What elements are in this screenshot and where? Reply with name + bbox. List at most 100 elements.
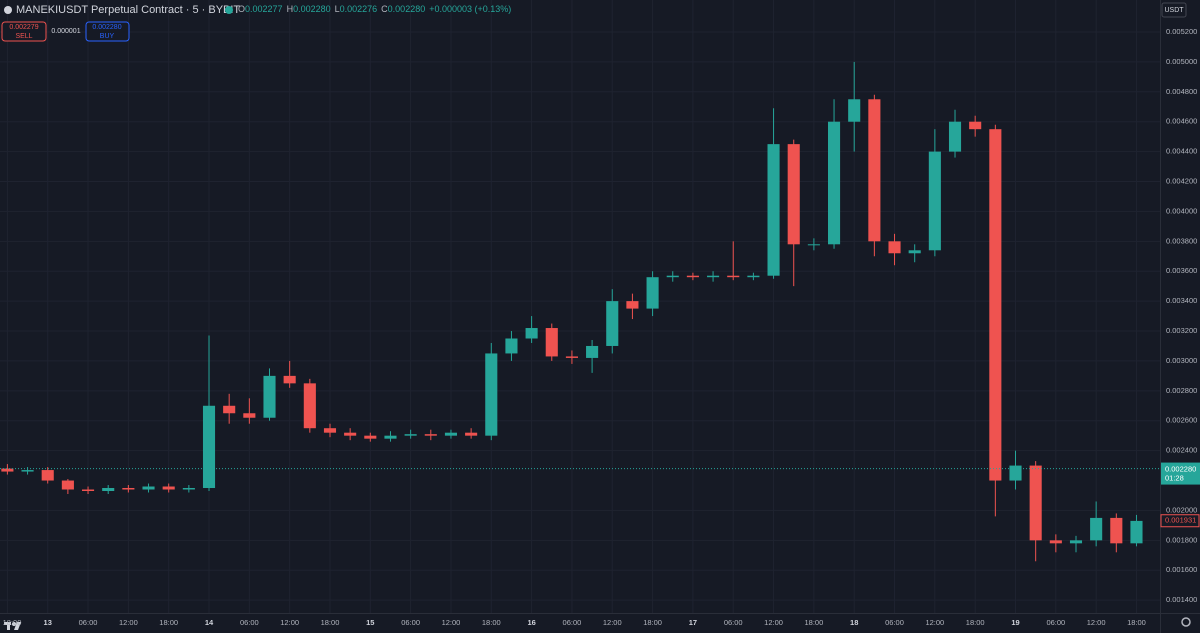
x-tick-label: 13 [44, 618, 52, 627]
candle-body [787, 144, 800, 245]
sell-price[interactable]: 0.002279 [9, 24, 38, 31]
candle-body [162, 486, 175, 490]
symbol-title[interactable]: MANEKIUSDT Perpetual Contract · 5 · BYBI… [16, 4, 240, 16]
candle-body [827, 121, 841, 245]
legend-value: 0.002276 [340, 4, 378, 14]
x-tick-label: 18:00 [3, 618, 22, 627]
x-tick-label: 12:00 [603, 618, 622, 627]
candle-body [344, 432, 357, 436]
candle-body [747, 275, 760, 278]
sell-label[interactable]: SELL [15, 33, 32, 40]
candle-body [1049, 540, 1062, 544]
x-tick-label: 19 [1011, 618, 1019, 627]
legend-key: H [287, 4, 294, 14]
marker-price-tag [1160, 514, 1200, 528]
legend-change: +0.000003 (+0.13%) [429, 4, 511, 14]
y-tick-label: 0.003400 [1166, 296, 1197, 305]
last-price-tag [1161, 462, 1200, 485]
legend-key: L [335, 4, 340, 14]
y-tick-label: 0.004600 [1166, 117, 1197, 126]
candle-body [707, 275, 720, 278]
x-tick-label: 06:00 [79, 618, 98, 627]
candle-body [61, 480, 74, 490]
candle-body [1130, 520, 1143, 544]
buy-price[interactable]: 0.002280 [92, 24, 121, 31]
y-tick-label: 0.004000 [1166, 206, 1197, 215]
candle-body [969, 121, 982, 130]
candle-body [868, 99, 881, 242]
candle-body [505, 338, 518, 354]
candle-body [908, 250, 921, 254]
spread: 0.000001 [51, 28, 80, 35]
y-tick-label: 0.001800 [1166, 535, 1197, 544]
x-tick-label: 12:00 [442, 618, 461, 627]
candle-body [586, 345, 599, 358]
y-tick-label: 0.004800 [1166, 87, 1197, 96]
x-tick-label: 17 [689, 618, 697, 627]
legend-value: 0.002277 [245, 4, 283, 14]
x-tick-label: 18:00 [966, 618, 985, 627]
candle-body [485, 353, 498, 436]
x-tick-label: 14 [205, 618, 214, 627]
candle-body [102, 488, 115, 491]
y-tick-label: 0.004200 [1166, 176, 1197, 185]
legend-value: 0.002280 [388, 4, 426, 14]
buy-label[interactable]: BUY [100, 33, 115, 40]
x-tick-label: 18:00 [159, 618, 178, 627]
candle-body [606, 301, 619, 346]
sell-button[interactable] [1, 21, 47, 42]
candle-body [465, 432, 478, 436]
candle-body [989, 129, 1002, 481]
logo-part [14, 622, 21, 630]
logo [4, 622, 21, 630]
x-tick-label: 06:00 [563, 618, 582, 627]
candle-body [565, 356, 578, 358]
logo-part [12, 622, 16, 626]
candle-body [182, 488, 195, 490]
candle-body [364, 435, 377, 439]
status-dot [225, 6, 233, 14]
candle-body [223, 405, 236, 414]
buy-button[interactable] [85, 21, 130, 42]
symbol-icon [4, 6, 12, 14]
y-tick-label: 0.002400 [1166, 446, 1197, 455]
candle-body [686, 275, 699, 278]
y-tick-label: 0.001400 [1166, 595, 1197, 604]
grid [0, 0, 1160, 613]
candle-body [1110, 517, 1123, 544]
candle-body [767, 144, 780, 276]
candle-body [1069, 540, 1083, 544]
candle-body [142, 486, 155, 490]
candle-body [1, 468, 14, 472]
ohlc-legend: O0.002277 H0.002280 L0.002276 C0.002280 +0.0… [238, 4, 511, 14]
settings-icon[interactable] [1181, 617, 1191, 627]
candle-body [283, 375, 296, 384]
candle-body [525, 328, 538, 339]
x-tick-label: 12:00 [119, 618, 138, 627]
y-tick-label: 0.003600 [1166, 266, 1197, 275]
y-tick-label: 0.002800 [1166, 386, 1197, 395]
x-tick-label: 15 [366, 618, 374, 627]
candle-body [666, 275, 679, 278]
x-tick-label: 06:00 [240, 618, 259, 627]
currency-box[interactable] [1161, 2, 1187, 18]
y-tick-label: 0.002600 [1166, 416, 1197, 425]
candle-body [444, 432, 458, 436]
x-tick-label: 18:00 [482, 618, 501, 627]
candle-body [323, 428, 337, 433]
countdown: 01:28 [1165, 474, 1184, 483]
y-tick-label: 0.005000 [1166, 57, 1197, 66]
candle-body [384, 435, 397, 439]
x-tick-label: 06:00 [885, 618, 904, 627]
candle-body [807, 244, 820, 246]
plot [1, 61, 1143, 562]
candle-body [1029, 465, 1042, 541]
candle-body [122, 488, 135, 490]
candle-body [928, 151, 941, 251]
candle-body [545, 328, 558, 357]
marker-price-label: 0.001931 [1165, 516, 1196, 525]
currency[interactable]: USDT [1164, 7, 1184, 14]
